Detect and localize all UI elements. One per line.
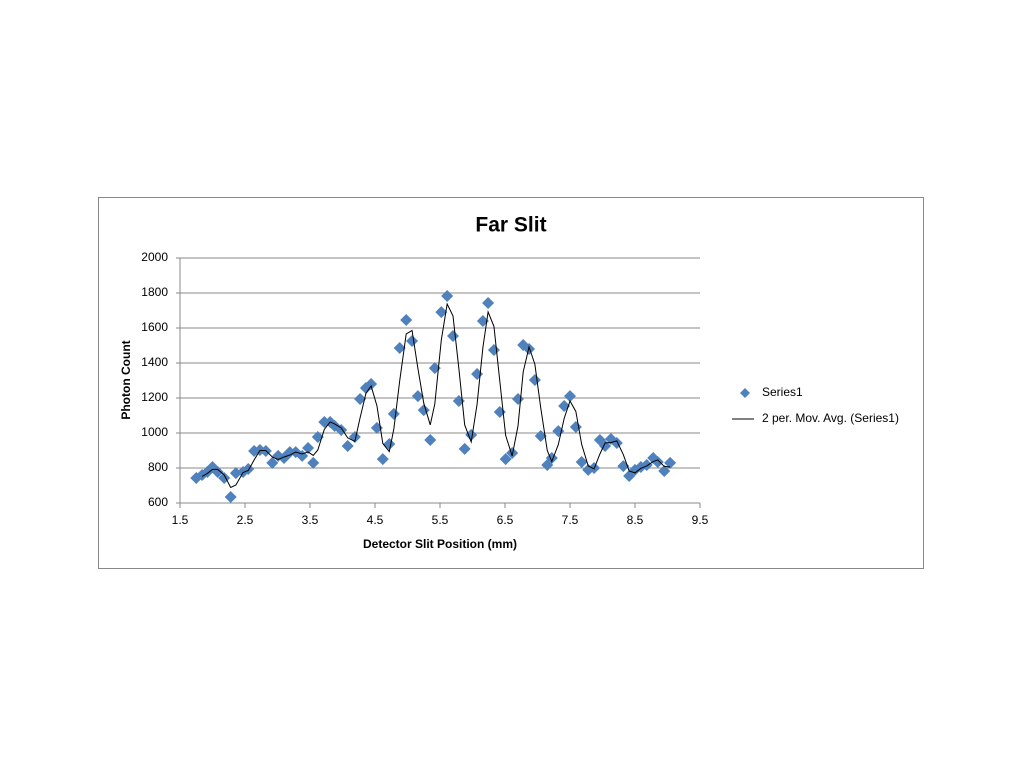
- data-point: [376, 453, 389, 466]
- data-point: [393, 341, 406, 354]
- data-point: [387, 407, 400, 420]
- data-point: [534, 429, 547, 442]
- legend-label: 2 per. Mov. Avg. (Series1): [762, 411, 899, 425]
- y-tick-label: 2000: [141, 250, 168, 264]
- data-point: [651, 456, 664, 469]
- data-point: [575, 456, 588, 469]
- data-point: [506, 446, 519, 459]
- data-point: [266, 456, 279, 469]
- data-point: [302, 442, 315, 455]
- data-point: [441, 289, 454, 302]
- x-tick-label: 3.5: [302, 513, 319, 527]
- data-point: [528, 373, 541, 386]
- y-tick-label: 1800: [141, 285, 168, 299]
- data-point: [658, 464, 671, 477]
- data-point: [552, 425, 565, 438]
- data-point: [664, 456, 677, 469]
- x-tick-label: 7.5: [562, 513, 579, 527]
- x-tick-label: 6.5: [497, 513, 514, 527]
- data-point: [424, 434, 437, 446]
- data-point: [411, 390, 424, 403]
- chart-title: Far Slit: [475, 214, 546, 237]
- y-tick-label: 800: [148, 460, 168, 474]
- chart-frame: [98, 197, 924, 569]
- y-axis-label: Photon Count: [119, 340, 133, 419]
- data-point: [435, 306, 448, 319]
- data-point: [365, 378, 378, 390]
- y-tick-label: 1000: [141, 425, 168, 439]
- x-tick-label: 1.5: [172, 513, 189, 527]
- y-tick-label: 600: [148, 495, 168, 509]
- data-point: [307, 456, 320, 469]
- data-point: [564, 390, 576, 403]
- moving-average-line: [201, 302, 671, 489]
- x-tick-label: 9.5: [692, 513, 709, 527]
- legend-label: Series1: [762, 385, 803, 399]
- legend-swatch: [740, 388, 750, 398]
- data-point: [458, 442, 471, 455]
- data-point: [224, 491, 237, 504]
- data-point: [465, 428, 478, 441]
- y-tick-label: 1600: [141, 320, 168, 334]
- data-point: [499, 453, 512, 466]
- data-point: [229, 467, 242, 480]
- x-tick-label: 4.5: [367, 513, 384, 527]
- data-point: [482, 296, 495, 309]
- data-point: [341, 439, 354, 452]
- data-point: [354, 393, 367, 406]
- data-point: [610, 436, 623, 449]
- y-tick-label: 1400: [141, 355, 168, 369]
- x-tick-label: 5.5: [432, 513, 449, 527]
- data-point: [383, 438, 396, 451]
- data-point: [640, 459, 653, 472]
- data-point: [406, 334, 419, 347]
- data-point: [400, 313, 413, 326]
- x-tick-label: 2.5: [237, 513, 254, 527]
- x-tick-label: 8.5: [627, 513, 644, 527]
- x-axis-label: Detector Slit Position (mm): [363, 537, 517, 551]
- y-tick-label: 1200: [141, 390, 168, 404]
